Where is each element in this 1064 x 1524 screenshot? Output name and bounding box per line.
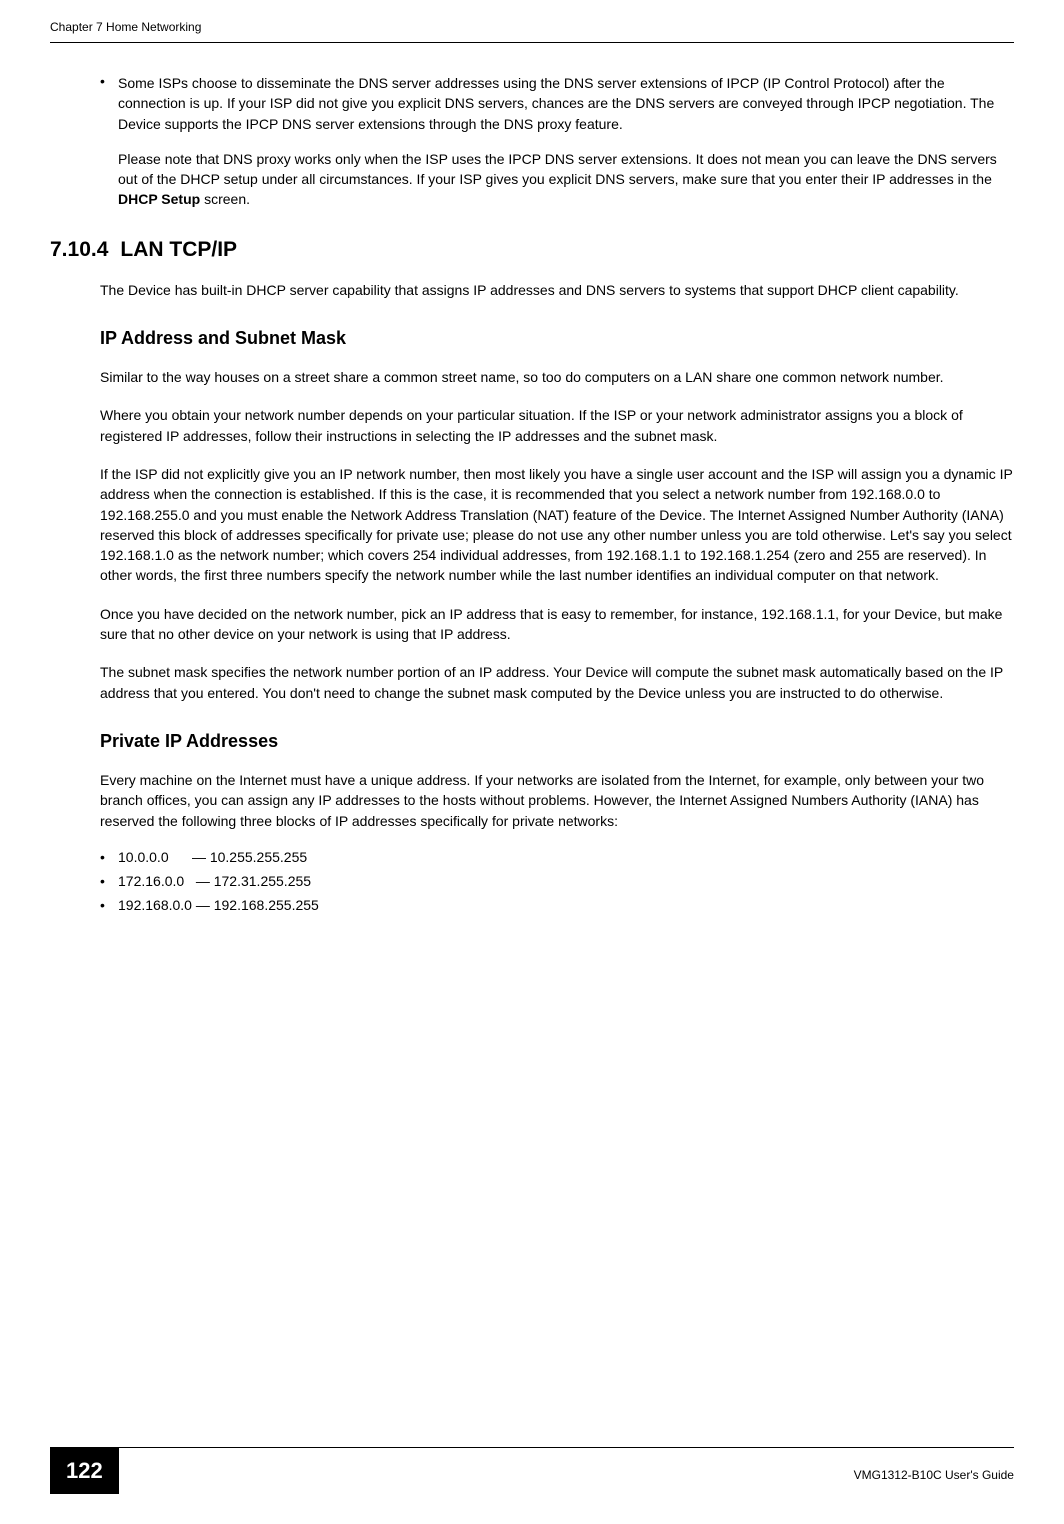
ip-range-text: 172.16.0.0 — 172.31.255.255: [118, 873, 311, 889]
ip-range-text: 10.0.0.0 — 10.255.255.255: [118, 849, 307, 865]
section-title: LAN TCP/IP: [120, 238, 237, 261]
page-content: • Some ISPs choose to disseminate the DN…: [0, 43, 1064, 913]
page-footer: 122 VMG1312-B10C User's Guide: [0, 1447, 1064, 1494]
body-paragraph: Every machine on the Internet must have …: [100, 770, 1014, 831]
section-number: 7.10.4: [50, 238, 108, 262]
footer-content: 122 VMG1312-B10C User's Guide: [50, 1448, 1014, 1494]
note-text-after: screen.: [200, 191, 250, 207]
bold-term: DHCP Setup: [118, 191, 200, 207]
page-header: Chapter 7 Home Networking: [0, 0, 1064, 42]
note-text-before: Please note that DNS proxy works only wh…: [118, 151, 997, 187]
section-heading: 7.10.4 LAN TCP/IP: [50, 238, 1014, 262]
subsection-heading: IP Address and Subnet Mask: [100, 328, 1014, 349]
intro-paragraph: The Device has built-in DHCP server capa…: [100, 280, 1014, 300]
guide-label: VMG1312-B10C User's Guide: [854, 1460, 1014, 1482]
bullet-marker: •: [100, 73, 118, 134]
subsection-heading: Private IP Addresses: [100, 731, 1014, 752]
ip-range-item: • 10.0.0.0 — 10.255.255.255: [100, 849, 1014, 865]
bullet-marker: •: [100, 849, 118, 865]
ip-range-item: • 172.16.0.0 — 172.31.255.255: [100, 873, 1014, 889]
body-paragraph: The subnet mask specifies the network nu…: [100, 662, 1014, 703]
bullet-marker: •: [100, 873, 118, 889]
bullet-item: • Some ISPs choose to disseminate the DN…: [100, 73, 1014, 134]
note-paragraph: Please note that DNS proxy works only wh…: [118, 149, 1014, 210]
bullet-text: Some ISPs choose to disseminate the DNS …: [118, 73, 1014, 134]
ip-range-item: • 192.168.0.0 — 192.168.255.255: [100, 897, 1014, 913]
bullet-marker: •: [100, 897, 118, 913]
body-paragraph: Similar to the way houses on a street sh…: [100, 367, 1014, 387]
body-paragraph: Once you have decided on the network num…: [100, 604, 1014, 645]
ip-range-text: 192.168.0.0 — 192.168.255.255: [118, 897, 319, 913]
body-paragraph: Where you obtain your network number dep…: [100, 405, 1014, 446]
chapter-label: Chapter 7 Home Networking: [50, 20, 201, 34]
body-paragraph: If the ISP did not explicitly give you a…: [100, 464, 1014, 586]
page-number: 122: [50, 1448, 119, 1494]
